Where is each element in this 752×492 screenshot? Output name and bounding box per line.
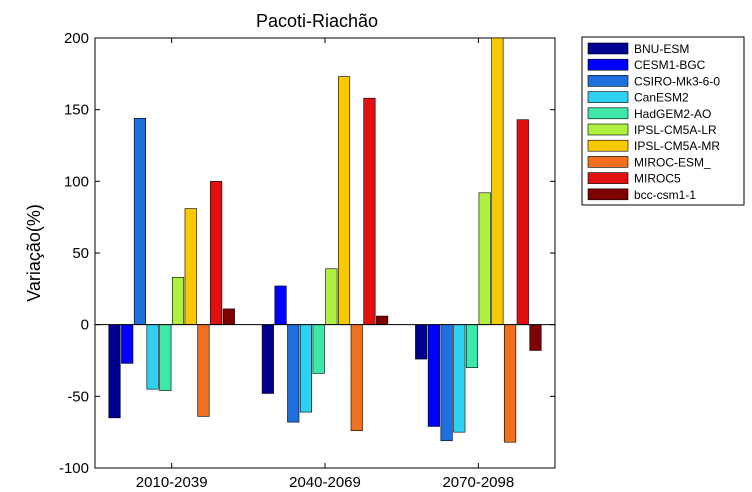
bar-hadgem2-ao-1: [312, 324, 325, 374]
legend-label: BNU-ESM: [634, 42, 689, 56]
bar-miroc5-1: [363, 97, 376, 325]
legend: BNU-ESM CESM1-BGC CSIRO-Mk3-6-0 CanESM2 HadG…: [581, 36, 745, 206]
bar-bnu-esm-2: [415, 324, 428, 360]
legend-swatch: [587, 91, 629, 103]
legend-label: HadGEM2-AO: [634, 107, 711, 121]
x-tick-label: 2070-2098: [442, 474, 514, 491]
bar-bcc-csm1-1-0: [222, 308, 235, 325]
legend-swatch: [587, 58, 629, 71]
bar-bnu-esm-0: [108, 324, 121, 419]
bar-miroc-esm--0: [197, 324, 210, 417]
legend-label: IPSL-CM5A-LR: [634, 123, 717, 137]
bar-ipsl-cm5a-mr-2: [491, 37, 504, 325]
legend-swatch: [587, 172, 629, 184]
legend-label: MIROC-ESM_: [634, 155, 711, 169]
bar-miroc-esm--1: [350, 324, 363, 432]
bar-ipsl-cm5a-lr-1: [325, 268, 338, 325]
legend-label: CSIRO-Mk3-6-0: [634, 74, 720, 88]
bar-bcc-csm1-1-2: [529, 324, 542, 351]
bar-bnu-esm-1: [261, 324, 274, 394]
y-tick-label: 50: [72, 245, 89, 262]
bar-hadgem2-ao-0: [159, 324, 172, 391]
bar-canesm2-0: [146, 324, 159, 390]
x-tick-label: 2040-2069: [289, 474, 361, 491]
y-tick-label: 200: [64, 30, 89, 47]
y-tick-label: 100: [64, 173, 89, 190]
y-tick-label: -50: [67, 388, 89, 405]
bar-canesm2-1: [299, 324, 313, 413]
bar-canesm2-2: [453, 324, 466, 433]
legend-label: IPSL-CM5A-MR: [634, 139, 720, 153]
bar-ipsl-cm5a-lr-2: [478, 192, 491, 325]
bar-miroc5-0: [210, 181, 223, 325]
legend-swatch: [587, 188, 629, 201]
legend-swatch: [587, 107, 629, 120]
y-tick-label: 0: [81, 317, 89, 334]
legend-swatch: [587, 156, 629, 168]
legend-label: bcc-csm1-1: [634, 188, 696, 202]
legend-label: CESM1-BGC: [634, 58, 706, 72]
bar-bcc-csm1-1-1: [376, 315, 389, 325]
legend-label: MIROC5: [634, 172, 681, 186]
bar-ipsl-cm5a-mr-1: [337, 76, 351, 325]
bar-ipsl-cm5a-lr-0: [171, 277, 185, 325]
bar-csiro-mk3-6-0-0: [133, 117, 146, 325]
bar-miroc-esm--2: [504, 324, 517, 443]
plot-area: -100 -50 0 50 100 150 200 2010-2039 2040-2069 207…: [59, 30, 556, 491]
bar-ipsl-cm5a-mr-0: [184, 208, 197, 325]
x-tick-label: 2010-2039: [136, 474, 208, 491]
bar-miroc5-2: [516, 119, 529, 325]
legend-label: CanESM2: [634, 91, 689, 105]
bar-cesm1-bgc-0: [121, 324, 134, 364]
y-tick-label: 150: [64, 102, 89, 119]
legend-swatch: [587, 123, 629, 136]
legend-swatch: [587, 139, 629, 152]
chart-title: Pacoti-Riachão: [256, 11, 378, 31]
y-axis-label: Variação(%): [24, 204, 44, 302]
bar-cesm1-bgc-2: [427, 324, 440, 427]
plot-frame: [94, 37, 556, 469]
bar-csiro-mk3-6-0-1: [287, 324, 300, 423]
bar-cesm1-bgc-1: [274, 285, 287, 325]
bar-hadgem2-ao-2: [465, 324, 479, 368]
legend-swatch: [587, 42, 629, 55]
bar-csiro-mk3-6-0-2: [440, 324, 453, 442]
y-tick-label: -100: [59, 460, 89, 477]
legend-swatch: [587, 75, 629, 87]
